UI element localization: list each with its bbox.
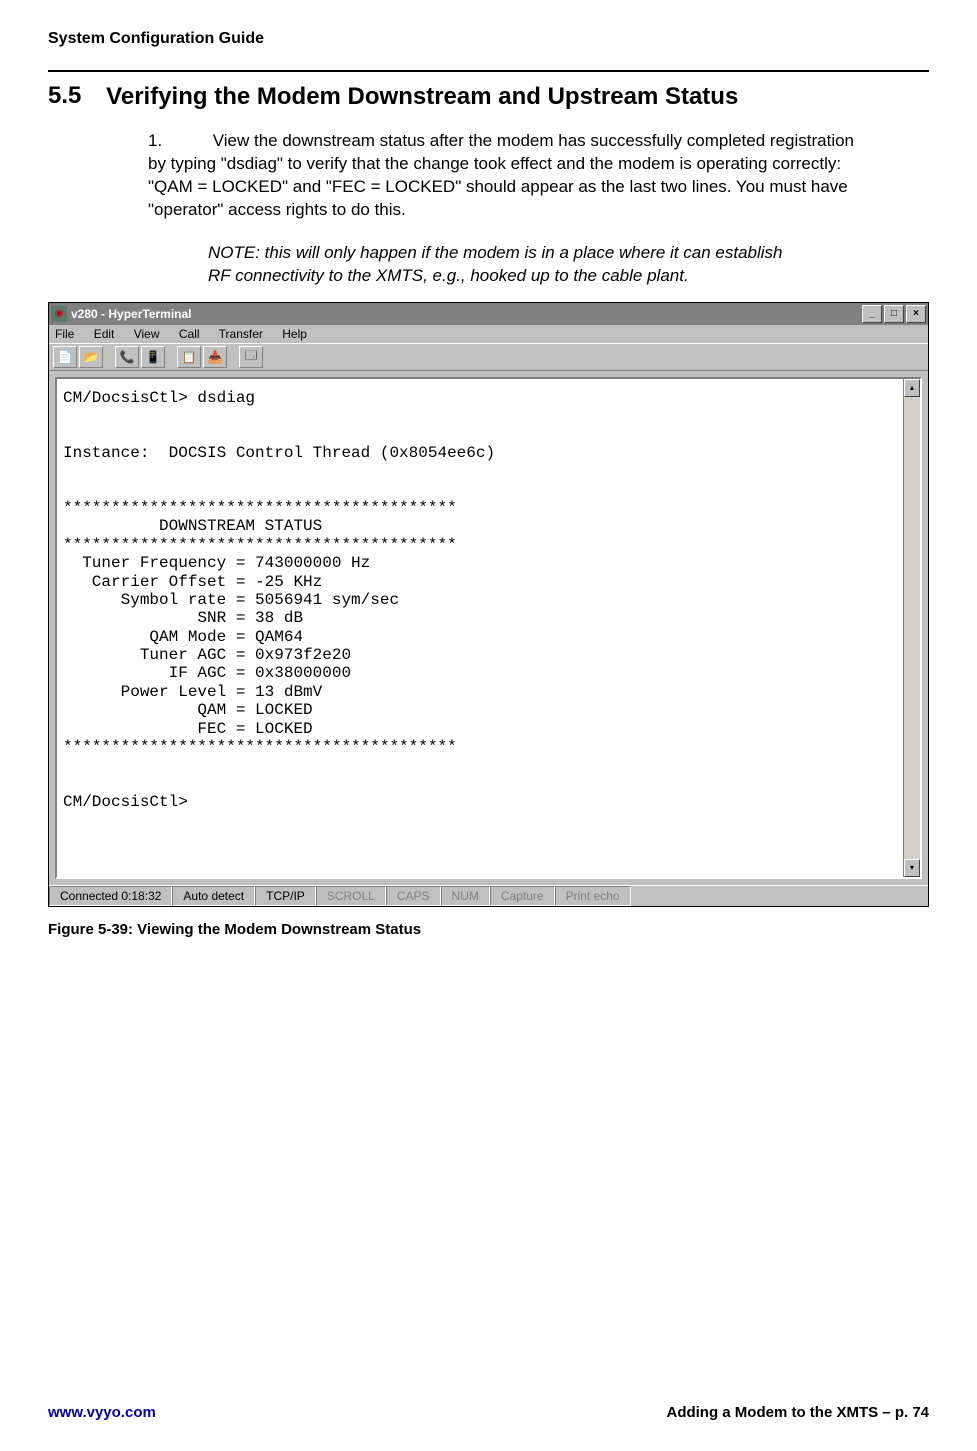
- toolbar-properties-icon[interactable]: 🗔: [239, 346, 263, 368]
- note-block: NOTE: this will only happen if the modem…: [208, 242, 809, 288]
- section-number: 5.5: [48, 82, 102, 110]
- app-icon: ◉: [51, 306, 67, 322]
- step-1: 1. View the downstream status after the …: [148, 130, 869, 222]
- section-title: Verifying the Modem Downstream and Upstr…: [106, 82, 866, 112]
- running-head: System Configuration Guide: [48, 30, 929, 48]
- status-detect: Auto detect: [172, 886, 255, 906]
- footer-section-page: Adding a Modem to the XMTS – p. 74: [666, 1404, 929, 1421]
- figure-caption: Figure 5-39: Viewing the Modem Downstrea…: [48, 921, 929, 938]
- menubar[interactable]: File Edit View Call Transfer Help: [49, 325, 928, 343]
- window-title: v280 - HyperTerminal: [71, 307, 192, 321]
- scroll-up-icon[interactable]: ▴: [904, 379, 920, 397]
- toolbar-hangup-icon[interactable]: 📳: [141, 346, 165, 368]
- status-caps: CAPS: [386, 886, 441, 906]
- toolbar-call-icon[interactable]: 📞: [115, 346, 139, 368]
- hyperterminal-window: ◉ v280 - HyperTerminal _ □ × File Edit V…: [48, 302, 929, 907]
- menu-call[interactable]: Call: [179, 327, 200, 341]
- menu-transfer[interactable]: Transfer: [219, 327, 263, 341]
- section-heading: 5.5 Verifying the Modem Downstream and U…: [48, 82, 929, 112]
- toolbar-receive-icon[interactable]: 📥: [203, 346, 227, 368]
- menu-view[interactable]: View: [134, 327, 160, 341]
- scroll-track[interactable]: [904, 397, 920, 859]
- menu-edit[interactable]: Edit: [94, 327, 115, 341]
- status-echo: Print echo: [555, 886, 631, 906]
- window-titlebar[interactable]: ◉ v280 - HyperTerminal _ □ ×: [49, 303, 928, 325]
- statusbar: Connected 0:18:32 Auto detect TCP/IP SCR…: [49, 885, 928, 906]
- menu-file[interactable]: File: [55, 327, 74, 341]
- scroll-down-icon[interactable]: ▾: [904, 859, 920, 877]
- toolbar-new-icon[interactable]: 📄: [53, 346, 77, 368]
- status-connected: Connected 0:18:32: [49, 886, 172, 906]
- terminal-output[interactable]: CM/DocsisCtl> dsdiag Instance: DOCSIS Co…: [57, 379, 903, 877]
- menu-help[interactable]: Help: [282, 327, 307, 341]
- vertical-scrollbar[interactable]: ▴ ▾: [903, 379, 920, 877]
- step-text: View the downstream status after the mod…: [148, 131, 854, 219]
- status-capture: Capture: [490, 886, 555, 906]
- status-scroll: SCROLL: [316, 886, 386, 906]
- toolbar: 📄 📂 📞 📳 📋 📥 🗔: [49, 343, 928, 371]
- page-footer: www.vyyo.com Adding a Modem to the XMTS …: [48, 1404, 929, 1421]
- section-rule: [48, 70, 929, 72]
- close-button[interactable]: ×: [906, 305, 926, 323]
- minimize-button[interactable]: _: [862, 305, 882, 323]
- toolbar-open-icon[interactable]: 📂: [79, 346, 103, 368]
- footer-url: www.vyyo.com: [48, 1404, 156, 1421]
- step-number: 1.: [148, 130, 208, 153]
- terminal-area: CM/DocsisCtl> dsdiag Instance: DOCSIS Co…: [49, 371, 928, 885]
- status-num: NUM: [441, 886, 490, 906]
- maximize-button[interactable]: □: [884, 305, 904, 323]
- status-proto: TCP/IP: [255, 886, 316, 906]
- toolbar-send-icon[interactable]: 📋: [177, 346, 201, 368]
